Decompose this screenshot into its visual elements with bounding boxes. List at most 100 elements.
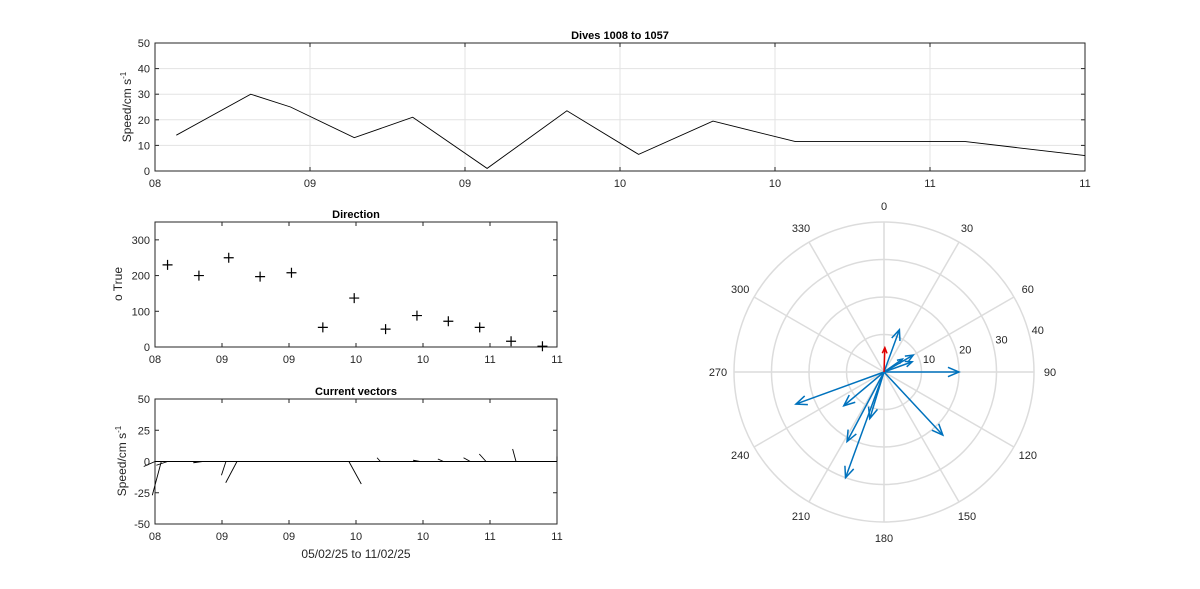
current-arrow	[883, 358, 903, 373]
vectors-xlabel: 05/02/25 to 11/02/25	[301, 547, 411, 561]
vectors-ticks: 08 09 09 10 10 11 11 -50 -25 0 25 50	[134, 394, 563, 543]
x-tick-label: 09	[216, 531, 228, 543]
current-stick	[221, 461, 227, 476]
speed-ylabel-sup: -1	[119, 71, 128, 79]
current-stick	[193, 461, 203, 464]
theta-label: 30	[961, 223, 973, 235]
current-stick	[463, 457, 471, 462]
direction-marker	[223, 252, 234, 263]
current-stick	[156, 461, 168, 466]
current-stick	[413, 459, 420, 462]
theta-label: 300	[731, 284, 749, 296]
vectors-ylabel-sup: -1	[114, 425, 123, 433]
x-tick-label: 10	[417, 354, 429, 366]
direction-marker	[193, 270, 204, 281]
y-tick-label: 0	[144, 342, 150, 354]
y-tick-label: 50	[138, 38, 150, 50]
y-tick-label: 200	[132, 271, 150, 283]
current-arrow-head	[794, 395, 808, 406]
x-tick-label: 08	[149, 531, 161, 543]
mean-arrow	[883, 347, 886, 373]
current-arrow	[883, 371, 944, 436]
current-arrow	[883, 329, 901, 373]
y-tick-label: 30	[138, 89, 150, 101]
direction-title: Direction	[332, 209, 380, 221]
current-arrow-head	[904, 354, 915, 363]
vectors-sticks	[143, 448, 558, 496]
direction-marker	[506, 336, 517, 347]
theta-label: 0	[881, 201, 887, 213]
current-arrow-head	[891, 327, 901, 341]
current-stick	[225, 461, 238, 483]
y-tick-label: 0	[144, 166, 150, 178]
speed-ylabel: Speed/cm s-1	[119, 71, 134, 142]
vectors-title: Current vectors	[315, 386, 397, 398]
speed-ticks: 08 09 09 10 10 11 11 0 10 20 30 40 50	[138, 38, 1091, 190]
direction-marker	[411, 310, 422, 321]
direction-marker	[317, 322, 328, 333]
direction-marker	[474, 322, 485, 333]
x-tick-label: 10	[769, 178, 781, 190]
speed-title: Dives 1008 to 1057	[571, 30, 669, 42]
polar-spoke	[883, 371, 960, 503]
r-label: 40	[1032, 325, 1044, 337]
theta-label: 330	[792, 223, 810, 235]
polar-panel: 0 30 60 90 120 150 180 210 240 270 300 330 10 20 30 40	[709, 201, 1056, 545]
vectors-ylabel: Speed/cm s-1	[114, 425, 129, 496]
theta-label: 60	[1022, 284, 1034, 296]
direction-markers	[162, 252, 548, 352]
mean-arrow-head	[881, 345, 888, 354]
direction-marker	[349, 293, 360, 304]
y-tick-label: 300	[132, 235, 150, 247]
direction-marker	[255, 271, 266, 282]
current-arrow-head	[947, 366, 961, 378]
y-tick-label: -50	[134, 519, 150, 531]
x-tick-label: 11	[1079, 178, 1090, 190]
polar-vectors	[794, 327, 961, 480]
theta-label: 240	[731, 450, 749, 462]
x-tick-label: 11	[484, 531, 495, 543]
current-arrow-head	[931, 423, 945, 437]
x-tick-label: 08	[149, 178, 161, 190]
direction-marker	[443, 316, 454, 327]
current-arrow-head	[867, 406, 879, 421]
x-tick-label: 10	[614, 178, 626, 190]
x-tick-label: 11	[551, 531, 562, 543]
current-arrow	[846, 371, 885, 442]
direction-marker	[286, 267, 297, 278]
current-stick	[151, 461, 162, 496]
current-arrow	[883, 361, 913, 373]
vectors-panel: 08 09 09 10 10 11 11 -50 -25 0 25 50 Current vector…	[114, 386, 563, 561]
theta-label: 90	[1044, 367, 1056, 379]
speed-series	[176, 93, 1086, 169]
current-stick	[348, 461, 362, 485]
r-label: 10	[923, 354, 935, 366]
current-arrow	[843, 371, 885, 407]
polar-spoke	[883, 241, 960, 373]
current-arrow	[844, 371, 885, 478]
direction-marker	[380, 324, 391, 335]
polar-spoke	[883, 371, 1015, 448]
y-tick-label: 40	[138, 64, 150, 76]
current-stick	[478, 453, 487, 462]
theta-label: 210	[792, 511, 810, 523]
y-tick-label: 10	[138, 140, 150, 152]
current-stick	[143, 461, 156, 467]
y-tick-label: 20	[138, 115, 150, 127]
r-label: 30	[995, 335, 1007, 347]
direction-marker	[162, 259, 173, 270]
y-tick-label: 100	[132, 306, 150, 318]
r-label: 20	[959, 344, 971, 356]
speed-panel: 08 09 09 10 10 11 11 0 10 20 30 40 50 Dives 1008 to …	[119, 30, 1091, 190]
polar-spoke	[753, 296, 885, 373]
current-arrow	[795, 371, 885, 405]
x-tick-label: 09	[304, 178, 316, 190]
speed-line	[176, 93, 1086, 169]
current-stick	[376, 457, 381, 462]
current-stick	[437, 458, 444, 462]
speed-ylabel-text: Speed/cm s	[120, 79, 134, 142]
theta-label: 150	[958, 511, 976, 523]
x-tick-label: 09	[216, 354, 228, 366]
x-tick-label: 09	[283, 354, 295, 366]
